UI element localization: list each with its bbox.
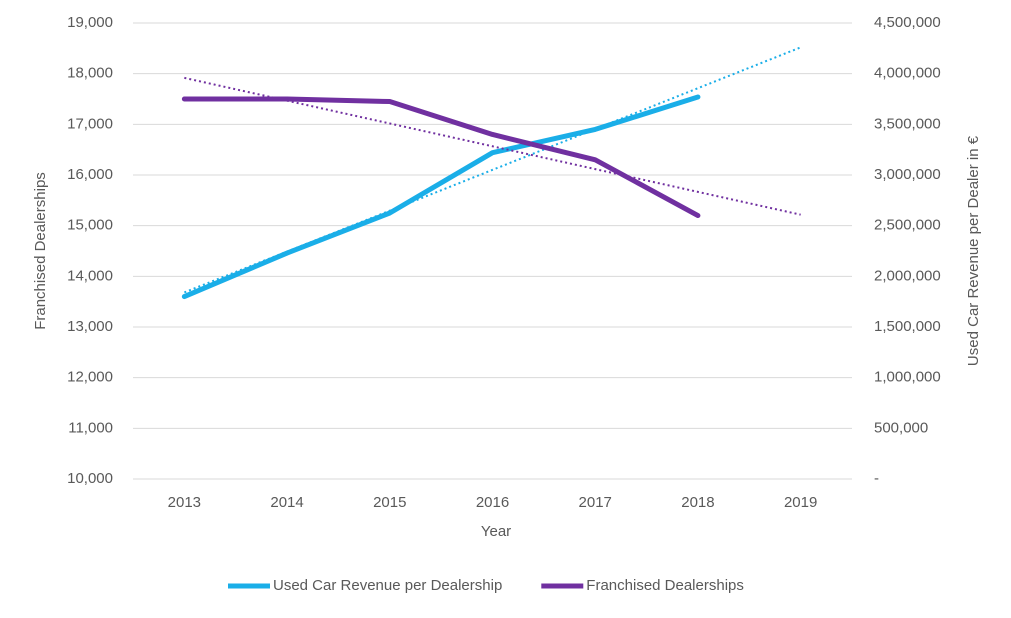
y2-tick-label: 3,000,000 [874,166,941,183]
y-tick-label: 15,000 [67,217,113,234]
y-tick-label: 14,000 [67,267,113,284]
y2-tick-label: 4,000,000 [874,65,941,82]
x-tick-label: 2019 [784,494,817,511]
y2-tick-label: 500,000 [874,419,928,436]
y2-axis-title: Used Car Revenue per Dealer in € [965,135,982,366]
x-tick-label: 2016 [476,494,509,511]
x-tick-label: 2014 [270,494,303,511]
x-tick-label: 2013 [168,494,201,511]
y-tick-label: 11,000 [68,419,113,436]
legend-label: Franchised Dealerships [586,577,744,594]
x-axis-title: Year [481,523,511,540]
y-tick-label: 12,000 [67,369,113,386]
y2-tick-label: 1,500,000 [874,318,941,335]
y-axis-title: Franchised Dealerships [32,172,49,330]
y2-tick-label: 1,000,000 [874,369,941,386]
series-line [181,94,701,300]
y2-tick-label: 2,500,000 [874,217,941,234]
y2-tick-label: 4,500,000 [874,14,941,31]
y2-tick-label: - [874,470,879,487]
x-tick-label: 2018 [681,494,714,511]
x-tick-label: 2017 [579,494,612,511]
y-tick-label: 13,000 [67,318,113,335]
y-tick-label: 10,000 [67,470,113,487]
y-tick-label: 16,000 [67,166,113,183]
x-tick-label: 2015 [373,494,406,511]
series-line [181,96,701,219]
y-tick-label: 18,000 [67,65,113,82]
y2-tick-label: 2,000,000 [874,267,941,284]
y2-tick-label: 3,500,000 [874,115,941,132]
legend-label: Used Car Revenue per Dealership [273,577,502,594]
y-tick-label: 19,000 [67,14,113,31]
y-tick-label: 17,000 [67,115,113,132]
